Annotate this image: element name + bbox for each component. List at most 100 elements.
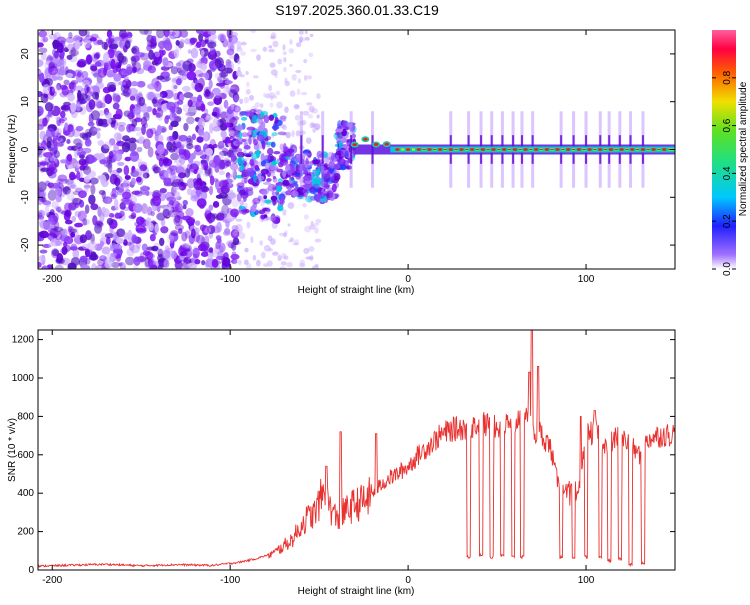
- spectrogram-noise-blob: [96, 131, 101, 140]
- spectrogram-noise-blob: [57, 174, 68, 182]
- spectrogram-noise-blob: [212, 126, 222, 132]
- spectrogram-noise-blob: [229, 43, 236, 47]
- spectrogram-noise-blob: [131, 234, 138, 244]
- spectrogram-noise-blob: [216, 221, 222, 233]
- spectrogram-noise-blob: [184, 38, 191, 45]
- spectrogram-noise-blob: [189, 249, 199, 254]
- spectrogram-noise-blob: [52, 212, 59, 223]
- spectrogram-transition-blob: [321, 173, 331, 182]
- spectrogram-noise-blob: [229, 50, 234, 56]
- spectrogram-noise-blob: [243, 96, 250, 104]
- spectrogram-noise-blob: [38, 47, 48, 54]
- spectrogram-noise-blob: [116, 122, 127, 127]
- spectrogram-noise-blob: [221, 204, 230, 216]
- spectrogram-transition-blob: [279, 143, 284, 151]
- spectrogram-noise-blob: [282, 132, 289, 136]
- spectrogram-noise-blob: [229, 31, 238, 38]
- spectrogram-transition-blob: [283, 146, 287, 152]
- spectrogram-noise-blob: [57, 209, 66, 214]
- spectrogram-noise-blob: [269, 102, 274, 108]
- spectrogram-noise-blob: [217, 33, 227, 42]
- spectrogram-transition-blob: [311, 173, 318, 181]
- spectrogram-transition-blob: [305, 160, 311, 165]
- spectrogram-noise-blob: [41, 265, 48, 269]
- spectrogram-noise-blob: [250, 48, 257, 53]
- spectrogram-transition-blob: [263, 214, 268, 219]
- spectrogram-noise-blob: [156, 124, 162, 136]
- spectrogram-noise-blob: [38, 142, 42, 147]
- spectrogram-noise-blob: [47, 189, 57, 201]
- spectrogram-noise-blob: [131, 81, 138, 87]
- spectrogram-noise-blob: [44, 205, 50, 216]
- spectrogram-transition-blob: [295, 171, 304, 177]
- spectrogram-noise-blob: [117, 185, 124, 193]
- spectrogram-noise-blob: [294, 104, 300, 109]
- spectrogram-noise-blob: [270, 69, 278, 76]
- spectrogram-noise-blob: [263, 92, 267, 98]
- spectrogram-transition-blob: [273, 151, 281, 155]
- spectrogram-noise-blob: [168, 112, 178, 122]
- spectrogram-noise-blob: [233, 259, 239, 265]
- snr-ylabel: SNR (10 * v/v): [7, 418, 18, 482]
- spectrogram-noise-blob: [136, 216, 145, 225]
- spectrogram-noise-blob: [39, 190, 47, 199]
- spectrogram-noise-blob: [232, 230, 238, 237]
- spectrogram-transition-blob: [236, 151, 245, 158]
- spectrogram-noise-blob: [229, 129, 235, 136]
- spectrogram-noise-blob: [261, 251, 266, 259]
- spectrogram-noise-blob: [38, 198, 43, 206]
- spectrogram-noise-blob: [40, 50, 47, 61]
- spectrogram-noise-blob: [136, 80, 146, 88]
- spectrogram-noise-blob: [56, 36, 67, 45]
- stable-line-blob-core: [608, 148, 614, 151]
- spectrogram-transition-blob: [242, 194, 247, 202]
- spectrogram-noise-blob: [218, 104, 223, 115]
- spectrogram-transition-blob: [290, 165, 296, 173]
- spectrogram-noise-blob: [282, 44, 286, 51]
- spectrogram-noise-blob: [79, 234, 88, 244]
- spectrogram-noise-blob: [64, 219, 73, 225]
- spectrogram-noise-blob: [219, 118, 227, 124]
- spectrogram-transition-blob: [238, 131, 243, 139]
- spectrogram-noise-blob: [48, 61, 55, 69]
- spectrogram-transition-blob: [295, 163, 299, 172]
- spectrogram-noise-blob: [212, 118, 219, 128]
- spectrogram-transition-blob: [330, 174, 335, 181]
- spectrogram-transition-blob: [239, 164, 245, 171]
- spectrogram-noise-blob: [255, 259, 261, 267]
- spectrogram-noise-blob: [94, 223, 103, 234]
- snr-ytick-label: 200: [17, 527, 34, 538]
- spectrogram-noise-blob: [287, 202, 295, 210]
- spectrogram-noise-blob: [151, 245, 159, 252]
- spectrogram-noise-blob: [179, 38, 185, 45]
- spectrogram-noise-blob: [218, 92, 227, 100]
- spectrogram-noise-blob: [279, 266, 287, 269]
- spectrogram-noise-blob: [194, 258, 201, 265]
- spectrogram-noise-blob: [107, 87, 117, 92]
- spectrogram-noise-blob: [69, 174, 77, 180]
- spectrogram-noise-blob: [39, 161, 49, 166]
- spectrogram-xtick-label: 100: [578, 274, 595, 285]
- spectrogram-noise-blob: [69, 183, 77, 189]
- spectrogram-noise-blob: [262, 263, 269, 267]
- spectrogram-noise-blob: [151, 35, 157, 43]
- spectrogram-noise-blob: [300, 119, 307, 126]
- spectrogram-noise-blob: [140, 186, 150, 192]
- spectrogram-noise-blob: [259, 199, 265, 207]
- spectrogram-noise-blob: [189, 38, 196, 45]
- spectrogram-noise-blob: [233, 53, 240, 63]
- spectrogram-noise-blob: [55, 195, 62, 203]
- spectrogram-noise-blob: [83, 184, 91, 189]
- spectrogram-noise-blob: [218, 242, 226, 253]
- spectrogram-noise-blob: [164, 170, 172, 179]
- spectrogram-noise-blob: [296, 178, 303, 183]
- spectrogram-noise-blob: [56, 132, 62, 142]
- spectrogram-noise-blob: [72, 248, 80, 260]
- spectrogram-noise-blob: [158, 170, 164, 177]
- spectrogram-noise-blob: [80, 264, 91, 269]
- spectrogram-noise-blob: [206, 224, 216, 235]
- spectrogram-noise-blob: [295, 130, 301, 137]
- spectrogram-noise-blob: [130, 125, 138, 132]
- spectrogram-noise-blob: [205, 208, 211, 214]
- spectrogram-noise-blob: [182, 104, 191, 113]
